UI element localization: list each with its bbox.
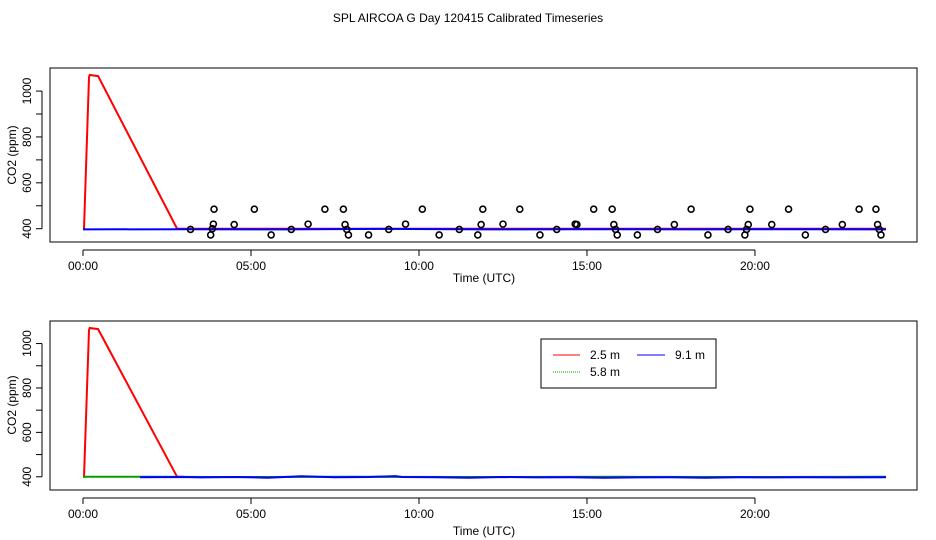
calibration-marker <box>364 231 373 239</box>
y-ticks-bottom: 400 600 800 1000 <box>20 330 43 487</box>
calibration-marker <box>608 205 616 214</box>
x-tick-label-bottom: 15:00 <box>572 507 602 521</box>
x-tick-label-top: 05:00 <box>236 259 266 273</box>
legend-label-9-1m: 9.1 m <box>675 348 705 362</box>
series-line-2-5-m <box>83 326 184 478</box>
y-ticks-top: 400 600 800 1000 <box>20 77 43 239</box>
chart-title: SPL AIRCOA G Day 120415 Calibrated Times… <box>333 11 603 25</box>
calibration-marker <box>418 205 427 214</box>
calibration-marker <box>872 205 880 214</box>
series-bottom <box>83 326 887 479</box>
calibration-marker <box>321 205 329 214</box>
calibration-marker <box>801 231 810 239</box>
series-top <box>82 73 887 231</box>
calibration-marker <box>210 205 218 214</box>
legend-label-2-5m: 2.5 m <box>590 348 620 362</box>
y-tick-label-bottom: 800 <box>20 378 34 398</box>
calibration-marker <box>855 205 863 214</box>
calibration-marker <box>435 231 443 239</box>
calibration-marker <box>704 231 712 239</box>
calibration-marker <box>670 220 679 229</box>
calibration-marker <box>744 220 753 229</box>
calibration-marker <box>746 205 754 214</box>
x-tick-label-bottom: 00:00 <box>68 507 98 521</box>
calibration-marker <box>287 225 296 234</box>
calibration-marker <box>209 220 218 228</box>
calibration-marker <box>455 225 464 234</box>
x-tick-label-bottom: 05:00 <box>236 507 266 521</box>
y-tick-label-bottom: 600 <box>20 422 34 442</box>
y-tick-label-top: 600 <box>20 172 34 192</box>
plot-box-bottom <box>49 320 918 491</box>
calibration-marker <box>477 220 485 229</box>
calibration-marker <box>613 231 622 239</box>
calibration-marker <box>724 225 732 234</box>
x-tick-label-top: 20:00 <box>740 259 770 273</box>
calibration-marker <box>633 231 642 239</box>
calibration-marker <box>838 220 847 229</box>
calibration-marker <box>552 225 561 234</box>
calibration-marker <box>515 205 524 214</box>
calibration-marker <box>384 225 393 234</box>
calibration-marker <box>573 220 581 229</box>
calibration-marker <box>821 225 830 234</box>
calibration-marker <box>687 205 695 214</box>
x-ticks-top: 00:00 05:00 10:00 15:00 20:00 <box>68 249 770 273</box>
calibration-marker <box>589 205 598 214</box>
y-tick-label-top: 800 <box>20 127 34 147</box>
x-tick-label-top: 00:00 <box>68 259 98 273</box>
y-axis-label-top: CO2 (ppm) <box>5 125 19 184</box>
series-line-9-1-m <box>140 475 887 479</box>
x-tick-label-bottom: 20:00 <box>740 507 770 521</box>
x-tick-label-top: 15:00 <box>572 259 602 273</box>
calibration-marker <box>784 205 793 214</box>
calibration-marker <box>473 231 482 239</box>
calibration-marker <box>479 205 487 214</box>
panel-top: CO2 (ppm) Time (UTC) 00:00 05:00 10:00 15:0… <box>5 67 918 285</box>
legend: 2.5 m 9.1 m 5.8 m <box>540 338 717 389</box>
calibration-marker <box>304 220 312 228</box>
calibration-marker <box>877 231 885 239</box>
calibration-marker <box>499 220 507 228</box>
calibration-marker <box>339 205 348 214</box>
legend-label-5-8m: 5.8 m <box>590 365 620 379</box>
plot-box-top <box>49 67 918 243</box>
calibration-marker <box>206 231 215 239</box>
calibration-marker <box>536 231 544 239</box>
series-line-2-5-m <box>83 73 886 230</box>
calibration-marker <box>401 220 410 228</box>
y-tick-label-bottom: 400 <box>20 466 34 486</box>
x-tick-label-bottom: 10:00 <box>404 507 434 521</box>
legend-box <box>540 338 717 389</box>
calibration-marker <box>250 205 259 214</box>
series-line-9-1-m <box>82 227 887 231</box>
x-axis-label-bottom: Time (UTC) <box>453 524 515 538</box>
x-tick-label-top: 10:00 <box>404 259 434 273</box>
calibration-marker <box>186 225 195 234</box>
calibration-marker <box>230 220 238 229</box>
panel-bottom: CO2 (ppm) Time (UTC) 00:00 05:00 10:00 15:0… <box>5 320 918 538</box>
y-tick-label-bottom: 1000 <box>20 330 34 357</box>
calibration-marker <box>767 220 776 229</box>
x-axis-label-top: Time (UTC) <box>453 271 515 285</box>
y-axis-label-bottom: CO2 (ppm) <box>5 375 19 434</box>
calibration-marker <box>344 231 353 239</box>
calibration-marker <box>208 224 217 233</box>
x-ticks-bottom: 00:00 05:00 10:00 15:00 20:00 <box>68 497 770 521</box>
markers-top <box>186 205 885 239</box>
calibration-marker <box>267 231 275 239</box>
y-tick-label-top: 1000 <box>20 77 34 104</box>
y-tick-label-top: 400 <box>20 218 34 238</box>
calibration-marker <box>653 225 662 234</box>
